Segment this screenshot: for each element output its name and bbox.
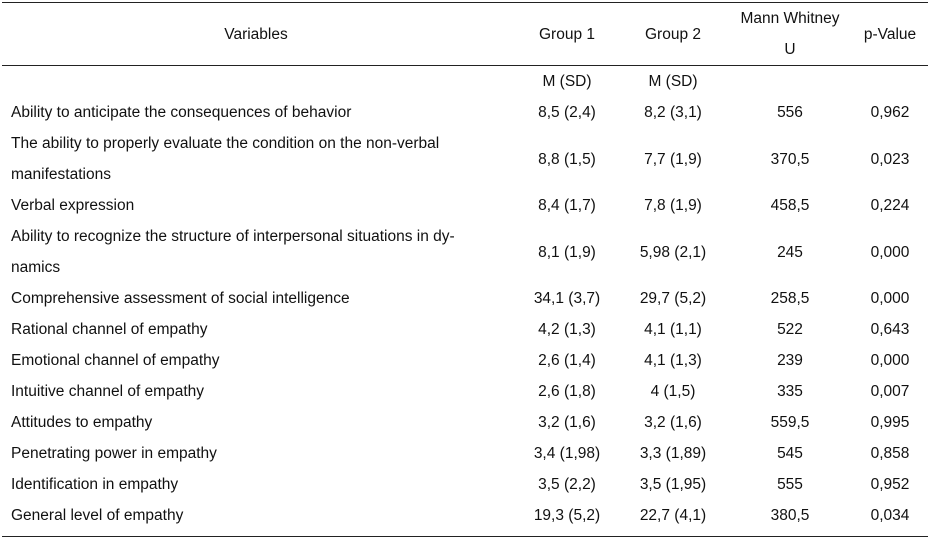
cell-variable: Ability to anticipate the consequences o…	[11, 104, 352, 121]
subheader-p	[850, 66, 930, 97]
cell-pvalue: 0,962	[870, 104, 910, 121]
header-mann-line2: U	[784, 41, 796, 58]
cell-group1: 2,6 (1,4)	[538, 352, 596, 369]
subheader-group2: M (SD)	[648, 73, 698, 90]
cell-pvalue: 0,952	[870, 476, 910, 493]
subheader-row: M (SD) M (SD)	[2, 66, 928, 97]
cell-pvalue: 0,034	[870, 507, 910, 524]
cell-group1: 3,5 (2,2)	[538, 476, 596, 493]
header-pvalue: p-Value	[863, 25, 917, 43]
cell-pvalue: 0,000	[870, 352, 910, 369]
cell-pvalue: 0,995	[870, 414, 910, 431]
cell-group2: 29,7 (5,2)	[639, 290, 707, 307]
cell-group1: 19,3 (5,2)	[533, 507, 601, 524]
subheader-variable	[11, 66, 501, 97]
table-row: Rational channel of empathy 4,2 (1,3) 4,1 …	[2, 314, 928, 345]
cell-mann-whitney: 239	[777, 352, 803, 369]
cell-variable: Ability to recognize the structure of in…	[11, 228, 455, 276]
cell-variable: General level of empathy	[11, 507, 184, 524]
cell-group1: 8,8 (1,5)	[538, 150, 596, 168]
cell-mann-whitney: 545	[777, 445, 803, 462]
cell-group2: 8,2 (3,1)	[644, 104, 702, 121]
subheader-group1: M (SD)	[542, 73, 592, 90]
table-row: Ability to anticipate the consequences o…	[2, 97, 928, 128]
cell-group1: 3,2 (1,6)	[538, 414, 596, 431]
cell-pvalue: 0,023	[870, 150, 910, 168]
cell-group1: 8,4 (1,7)	[538, 197, 596, 214]
header-group2: Group 2	[644, 25, 701, 43]
cell-variable: Rational channel of empathy	[11, 321, 208, 338]
cell-group2: 7,8 (1,9)	[644, 197, 702, 214]
cell-mann-whitney: 556	[777, 104, 803, 121]
header-group1: Group 1	[538, 25, 595, 43]
cell-group2: 7,7 (1,9)	[644, 150, 702, 168]
table-row: General level of empathy 19,3 (5,2) 22,7 (…	[2, 500, 928, 531]
cell-group2: 3,3 (1,89)	[639, 445, 707, 462]
cell-pvalue: 0,000	[870, 243, 910, 261]
cell-variable: The ability to properly evaluate the con…	[11, 135, 440, 183]
cell-group2: 4,1 (1,3)	[644, 352, 702, 369]
cell-pvalue: 0,000	[870, 290, 910, 307]
table-row: Attitudes to empathy 3,2 (1,6) 3,2 (1,6) 55…	[2, 407, 928, 438]
header-mann-whitney: Mann Whitney U	[732, 3, 848, 65]
table-header: Variables Group 1 Group 2 Mann Whitney U…	[2, 3, 928, 66]
cell-group1: 2,6 (1,8)	[538, 383, 596, 400]
table-row: Verbal expression 8,4 (1,7) 7,8 (1,9) 458,5…	[2, 190, 928, 221]
cell-variable: Intuitive channel of empathy	[11, 383, 205, 400]
cell-mann-whitney: 245	[777, 243, 803, 261]
table-row: Identification in empathy 3,5 (2,2) 3,5 (1…	[2, 469, 928, 500]
cell-mann-whitney: 559,5	[770, 414, 810, 431]
cell-group2: 3,5 (1,95)	[639, 476, 707, 493]
cell-variable: Comprehensive assessment of social intel…	[11, 290, 350, 307]
cell-group1: 4,2 (1,3)	[538, 321, 596, 338]
cell-variable: Attitudes to empathy	[11, 414, 153, 431]
cell-variable: Penetrating power in empathy	[11, 445, 217, 462]
cell-variable: Identification in empathy	[11, 476, 179, 493]
table-row: Ability to recognize the structure of in…	[2, 221, 928, 283]
table-body: Ability to anticipate the consequences o…	[2, 97, 928, 531]
cell-mann-whitney: 258,5	[770, 290, 810, 307]
table-row: The ability to properly evaluate the con…	[2, 128, 928, 190]
cell-variable: Verbal expression	[11, 197, 135, 214]
cell-group1: 3,4 (1,98)	[533, 445, 601, 462]
cell-group2: 5,98 (2,1)	[639, 243, 707, 261]
cell-mann-whitney: 555	[777, 476, 803, 493]
cell-pvalue: 0,007	[870, 383, 910, 400]
cell-mann-whitney: 522	[777, 321, 803, 338]
cell-variable: Emotional channel of empathy	[11, 352, 220, 369]
header-variables: Variables	[224, 25, 288, 43]
cell-mann-whitney: 458,5	[770, 197, 810, 214]
table-row: Emotional channel of empathy 2,6 (1,4) 4,1…	[2, 345, 928, 376]
cell-group1: 8,5 (2,4)	[538, 104, 596, 121]
header-mann-line1: Mann Whitney	[740, 10, 840, 27]
table-row: Intuitive channel of empathy 2,6 (1,8) 4 (…	[2, 376, 928, 407]
cell-group2: 3,2 (1,6)	[644, 414, 702, 431]
cell-group1: 34,1 (3,7)	[533, 290, 601, 307]
cell-group1: 8,1 (1,9)	[538, 243, 596, 261]
cell-pvalue: 0,858	[870, 445, 910, 462]
cell-pvalue: 0,643	[870, 321, 910, 338]
cell-mann-whitney: 380,5	[770, 507, 810, 524]
subheader-mann	[732, 66, 848, 97]
cell-group2: 4 (1,5)	[650, 383, 696, 400]
cell-group2: 22,7 (4,1)	[639, 507, 707, 524]
table-row: Penetrating power in empathy 3,4 (1,98) 3,…	[2, 438, 928, 469]
cell-pvalue: 0,224	[870, 197, 910, 214]
cell-group2: 4,1 (1,1)	[644, 321, 702, 338]
table-row: Comprehensive assessment of social intel…	[2, 283, 928, 314]
cell-mann-whitney: 335	[777, 383, 803, 400]
cell-mann-whitney: 370,5	[770, 150, 810, 168]
